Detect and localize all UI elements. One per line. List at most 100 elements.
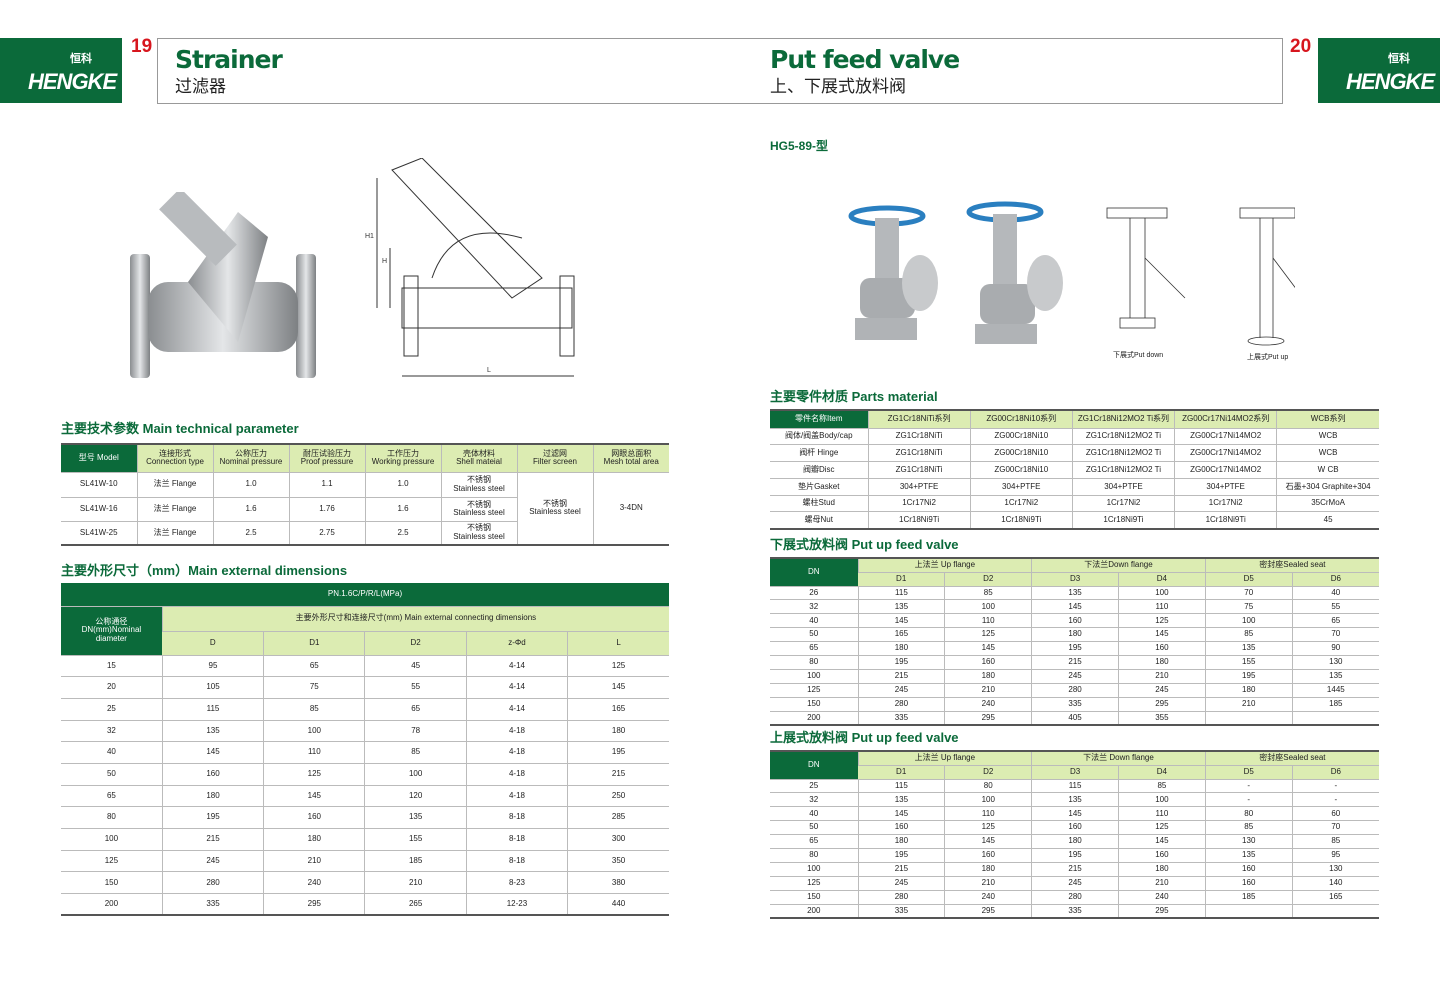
svg-text:H: H (382, 258, 387, 265)
table-cell: 85 (263, 698, 365, 721)
table-cell: 335 (161, 893, 264, 917)
table-cell: 法兰 Flange (136, 472, 213, 498)
table-row: 40 145 110 145 110 80 60 (770, 806, 1379, 822)
table-cell: 280 (1031, 890, 1119, 905)
table-cell: 145 (1117, 834, 1206, 849)
table-cell: ZG00Cr17Ni14MO2系列 (1174, 409, 1277, 429)
table-cell: 145 (263, 785, 365, 808)
table-cell: D6 (1291, 572, 1379, 587)
table-cell: 145 (857, 613, 945, 629)
table-cell: 75 (263, 676, 365, 699)
table-cell: 100 (1204, 613, 1293, 629)
table-cell: 155 (364, 828, 467, 851)
table-cell: 40 (770, 806, 858, 822)
brand-name: HENGKE (28, 69, 117, 94)
table-cell: 245 (857, 876, 945, 891)
table-cell: 135 (1204, 848, 1293, 863)
table-row: 50 160 125 100 4-18 215 (61, 763, 669, 786)
table-cell: 160 (944, 848, 1032, 863)
model-label: HG5-89-型 (770, 139, 829, 153)
table-cell: 125 (61, 850, 163, 873)
table-row: 200 335 295 335 295 (770, 904, 1379, 919)
table-cell: 1.76 (288, 497, 365, 522)
table-cell: z-Φd (465, 631, 568, 656)
table-cell: 40 (61, 741, 163, 764)
table-cell: 140 (1291, 876, 1379, 891)
svg-text:H1: H1 (365, 233, 374, 240)
table-cell: 125 (770, 683, 858, 698)
table-cell: 65 (770, 834, 858, 849)
table-row: 螺母Nut 1Cr18Ni9Ti 1Cr18Ni9Ti 1Cr18Ni9Ti 1Cr18… (770, 511, 1379, 530)
table-row: 100 215 180 245 210 195 135 (770, 669, 1379, 684)
table-cell: 180 (857, 641, 945, 656)
table-cell: 115 (161, 698, 264, 721)
table-cell: 65 (61, 785, 163, 808)
table-cell: 32 (770, 792, 858, 808)
table-cell (1204, 711, 1293, 726)
table-header-row: 公称通径 DN(mm)Nominal diameter 主要外形尺寸和连接尺寸(m… (61, 606, 669, 656)
brand-logo-left: 恒科 HENGKE (0, 38, 122, 103)
table-cell: WCB系列 (1276, 409, 1379, 429)
table-cell: 4-14 (465, 676, 568, 699)
table-cell: 215 (567, 763, 669, 786)
table-cell: 125 (1117, 820, 1206, 836)
page-subtitle-left: 过滤器 (175, 77, 226, 96)
table-cell: 295 (944, 904, 1032, 919)
table-cell: - (1291, 792, 1379, 808)
table-cell: 不锈钢 Stainless steel (440, 521, 517, 546)
external-dimensions-table: PN.1.6C/P/R/L(MPa) 公称通径 DN(mm)Nominal dia… (61, 583, 669, 917)
table-cell: 155 (1204, 655, 1293, 670)
table-cell: 295 (263, 893, 365, 917)
table-cell: 135 (1031, 792, 1119, 808)
table-cell: 125 (944, 627, 1032, 643)
table-cell: D4 (1117, 765, 1206, 780)
table-cell: 125 (770, 876, 858, 891)
table-cell: 8-23 (465, 871, 568, 895)
table-cell: 145 (944, 834, 1032, 849)
table-cell: 连接形式 Connection type (136, 443, 213, 473)
table-cell: 2.75 (288, 521, 365, 546)
table-cell: 70 (1291, 627, 1379, 643)
strainer-photo (130, 192, 316, 378)
table-cell: 440 (567, 893, 669, 917)
table-cell: 120 (364, 785, 467, 808)
table-cell: 不锈钢 Stainless steel (440, 497, 517, 522)
brand-name-cn: 恒科 (70, 53, 92, 65)
table-cell: 8-18 (465, 806, 568, 829)
table-cell: 160 (1117, 641, 1206, 656)
table-cell: 80 (944, 779, 1032, 794)
svg-text:L: L (487, 367, 491, 374)
table-cell: 160 (161, 763, 264, 786)
table-row: 32 135 100 78 4-18 180 (61, 720, 669, 743)
table-cell: 195 (567, 741, 669, 764)
technical-parameter-table: 型号 Model 连接形式 Connection type 公称压力 Nominal… (61, 443, 669, 546)
table-row: 150 280 240 210 8-23 380 (61, 871, 669, 895)
table-cell: 螺柱Stud (770, 495, 868, 513)
table-cell: 210 (1117, 876, 1206, 891)
table-cell: 1.0 (364, 472, 441, 498)
table-cell: ZG1Cr18NiTi (867, 444, 971, 463)
table-cell: 不锈钢 Stainless steel (516, 472, 593, 546)
page-number-right: 20 (1290, 36, 1312, 57)
table-cell: 180 (263, 828, 365, 851)
table-cell: 85 (944, 586, 1032, 601)
table-cell: 25 (61, 698, 163, 721)
table-cell: 80 (1204, 806, 1293, 822)
table-cell: 1.0 (212, 472, 289, 498)
table-cell: 210 (1117, 669, 1206, 684)
table-cell: 下法兰Down flange (1031, 557, 1206, 573)
table-cell: ZG00Cr18Ni10 (969, 461, 1073, 479)
table-cell: 295 (1117, 904, 1206, 919)
table-cell: 160 (1031, 613, 1119, 629)
table-cell: 70 (1204, 586, 1293, 601)
table-cell: 55 (1291, 599, 1379, 615)
table-cell: 245 (1117, 683, 1206, 698)
table-cell: 195 (1204, 669, 1293, 684)
table-cell: 145 (857, 806, 945, 822)
table-cell: 26 (770, 586, 858, 601)
table-cell: 1.6 (212, 497, 289, 522)
table-cell: 50 (770, 627, 858, 643)
table-cell: 70 (1291, 820, 1379, 836)
table-cell: 180 (944, 862, 1032, 877)
table-cell: D3 (1031, 765, 1119, 780)
